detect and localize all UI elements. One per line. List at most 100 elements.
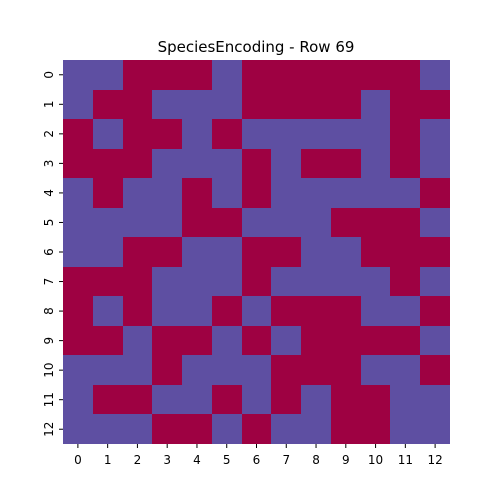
heatmap-cell (123, 119, 152, 149)
heatmap-cell (152, 296, 182, 326)
x-tick-label: 1 (104, 453, 112, 467)
heatmap-cell (420, 208, 450, 237)
heatmap-cell (331, 326, 361, 355)
heatmap-cell (63, 326, 93, 355)
y-tick-label: 3 (42, 160, 56, 168)
heatmap-cell (242, 385, 271, 414)
heatmap-cell (331, 178, 361, 208)
heatmap-cell (93, 149, 123, 178)
heatmap-cell (331, 149, 361, 178)
heatmap-cell (331, 385, 361, 414)
heatmap-cell (420, 385, 450, 414)
heatmap-cell (93, 414, 123, 444)
heatmap-cell (420, 296, 450, 326)
heatmap-cell (152, 208, 182, 237)
heatmap-cell (361, 90, 390, 119)
heatmap-cell (361, 208, 390, 237)
heatmap-cell (152, 355, 182, 385)
heatmap-cell (123, 385, 152, 414)
heatmap-cell (331, 237, 361, 267)
heatmap-cell (93, 385, 123, 414)
heatmap-cell (361, 149, 390, 178)
heatmap-cell (123, 355, 152, 385)
heatmap-cell (182, 385, 212, 414)
heatmap-cell (152, 178, 182, 208)
heatmap-cell (63, 296, 93, 326)
heatmap-cell (182, 355, 212, 385)
heatmap-cell (242, 414, 271, 444)
heatmap-cell (182, 208, 212, 237)
heatmap-cell (361, 326, 390, 355)
heatmap-cell (361, 414, 390, 444)
y-tick-label: 4 (42, 189, 56, 197)
heatmap-cell (63, 149, 93, 178)
heatmap-cell (242, 90, 271, 119)
heatmap-cell (93, 355, 123, 385)
heatmap-cell (182, 267, 212, 296)
heatmap-cell (390, 237, 420, 267)
heatmap-cell (390, 119, 420, 149)
heatmap-cell (152, 326, 182, 355)
heatmap-cell (361, 267, 390, 296)
heatmap-cell (123, 296, 152, 326)
heatmap-cell (390, 178, 420, 208)
heatmap-cell (361, 237, 390, 267)
heatmap-cell (182, 60, 212, 90)
heatmap-cell (93, 267, 123, 296)
heatmap-cell (301, 385, 331, 414)
heatmap-cell (390, 296, 420, 326)
x-tick-label: 5 (223, 453, 231, 467)
heatmap-cell (361, 355, 390, 385)
x-tick-label: 3 (163, 453, 171, 467)
heatmap-cell (182, 90, 212, 119)
x-axis: 0 1 2 3 4 5 6 7 8 9 10 11 12 (74, 444, 443, 467)
heatmap-cell (63, 414, 93, 444)
heatmap-cell (152, 385, 182, 414)
heatmap-cell (212, 60, 242, 90)
heatmap-cell (301, 208, 331, 237)
heatmap-cell (301, 90, 331, 119)
heatmap-cell (301, 237, 331, 267)
heatmap-cell (271, 237, 301, 267)
heatmap-cell (152, 60, 182, 90)
heatmap-cell (242, 208, 271, 237)
heatmap-cell (331, 208, 361, 237)
heatmap-cell (331, 296, 361, 326)
heatmap-cell (152, 267, 182, 296)
y-tick-label: 2 (42, 130, 56, 138)
heatmap-cell (63, 385, 93, 414)
heatmap-cell (420, 90, 450, 119)
heatmap-cell (390, 385, 420, 414)
heatmap-cell (271, 326, 301, 355)
x-tick-label: 11 (398, 453, 413, 467)
heatmap-cell (271, 60, 301, 90)
heatmap-cell (93, 178, 123, 208)
x-tick-label: 10 (368, 453, 383, 467)
heatmap-cell (390, 208, 420, 237)
heatmap-cell (301, 178, 331, 208)
heatmap-cell (123, 414, 152, 444)
heatmap-cell (152, 90, 182, 119)
heatmap-cell (420, 326, 450, 355)
x-tick-label: 6 (253, 453, 261, 467)
x-tick-label: 8 (312, 453, 320, 467)
heatmap-cell (301, 355, 331, 385)
heatmap-cell (390, 355, 420, 385)
x-tick-label: 0 (74, 453, 82, 467)
heatmap-cell (301, 414, 331, 444)
heatmap-cell (331, 355, 361, 385)
heatmap-cell (182, 296, 212, 326)
y-tick-label: 8 (42, 307, 56, 315)
heatmap-cell (271, 267, 301, 296)
heatmap-cell (271, 208, 301, 237)
heatmap-cell (123, 90, 152, 119)
heatmap-cell (182, 326, 212, 355)
x-tick-label: 2 (134, 453, 142, 467)
heatmap-cell (271, 414, 301, 444)
heatmap-cell (390, 267, 420, 296)
heatmap-cell (93, 90, 123, 119)
heatmap-cell (390, 90, 420, 119)
heatmap-cell (242, 60, 271, 90)
